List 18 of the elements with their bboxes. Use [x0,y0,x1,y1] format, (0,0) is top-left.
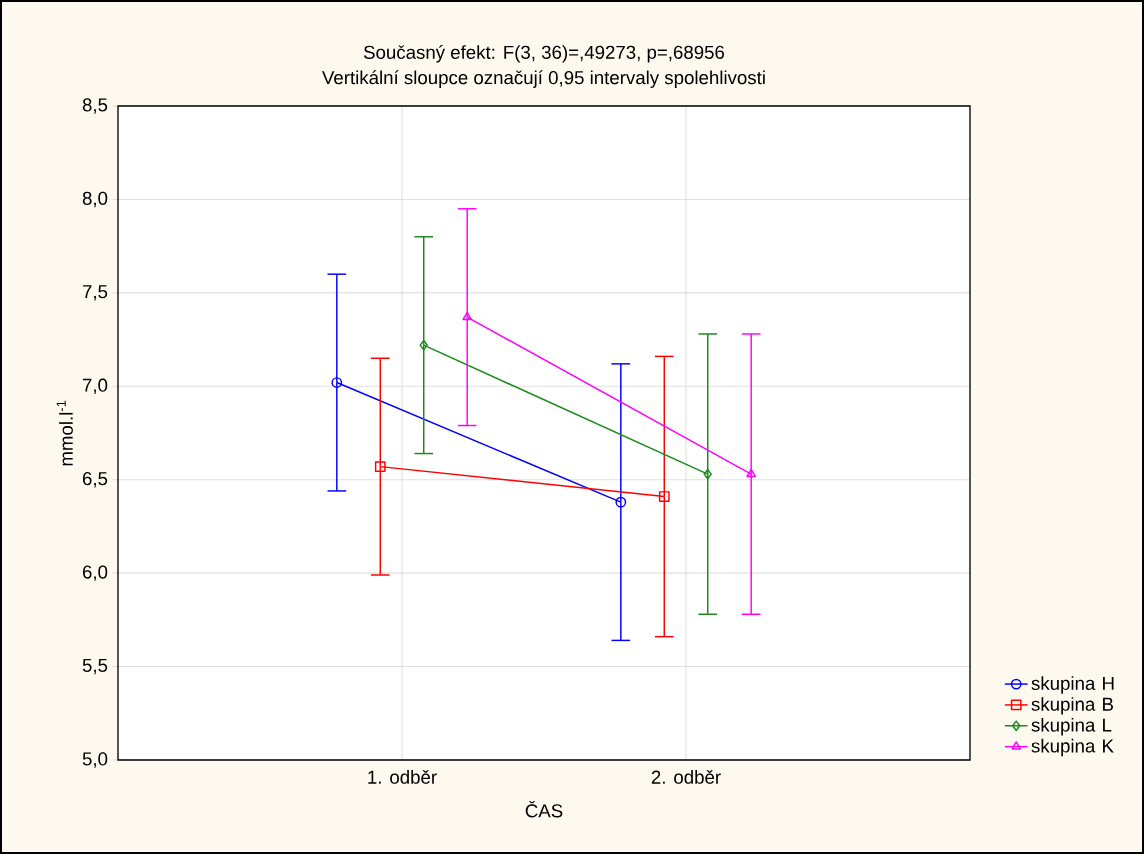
y-tick-label: 5,5 [82,658,108,675]
y-tick-label: 7,0 [82,378,108,394]
y-tick-label: 7,5 [82,285,108,301]
y-tick-label: 6,5 [82,471,108,488]
y-tick-label: 5,0 [82,752,108,768]
y-tick-label: 6,0 [82,565,108,581]
chart-subtitle: Vertikální sloupce označují 0,95 intervaly spolehlivosti [322,70,765,88]
x-tick-label: 2. odběr [651,770,721,784]
legend-label: skupina H [1031,676,1114,694]
legend-label: skupina K [1031,738,1114,757]
legend-label: skupina L [1031,718,1112,736]
x-tick-label: 1. odběr [368,770,437,784]
y-tick-label: 8,0 [82,191,108,208]
chart-title: Současný efekt: F(3, 36)=,49273, p=,68956 [363,44,725,63]
x-axis-title: ČAS [525,800,563,818]
legend-label: skupina B [1031,697,1114,715]
y-axis-title: mmol.l$^{-1}$ [56,400,73,466]
y-tick-label: 8,5 [82,98,108,114]
